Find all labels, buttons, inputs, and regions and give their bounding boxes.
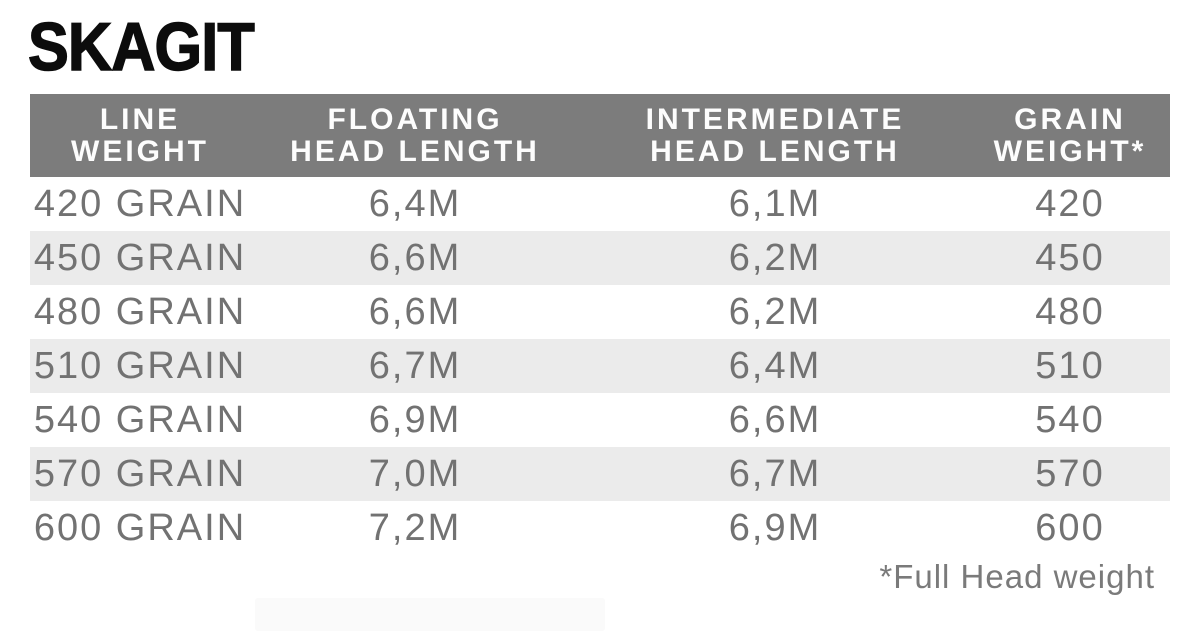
column-header-floating-head-length: FLOATING HEAD LENGTH bbox=[250, 102, 580, 168]
cell-intermediate-head-length: 6,7M bbox=[728, 453, 822, 495]
column-header-text: HEAD LENGTH bbox=[290, 134, 540, 168]
cell-grain-weight: 540 bbox=[1035, 399, 1105, 441]
column-header-text: INTERMEDIATE bbox=[645, 102, 905, 136]
page-title: SKAGIT bbox=[27, 9, 255, 85]
column-header-text: GRAIN bbox=[1014, 102, 1126, 136]
column-header-line-weight: LINE WEIGHT bbox=[30, 102, 250, 168]
cell-floating-head-length: 7,0M bbox=[368, 453, 462, 495]
cell-line-weight: 510 GRAIN bbox=[33, 345, 247, 387]
cell-line-weight: 570 GRAIN bbox=[33, 453, 247, 495]
table-row: 420 GRAIN 6,4M 6,1M 420 bbox=[30, 177, 1170, 231]
column-header-text: WEIGHT* bbox=[993, 134, 1147, 168]
table-row: 480 GRAIN 6,6M 6,2M 480 bbox=[30, 285, 1170, 339]
cell-grain-weight: 510 bbox=[1035, 345, 1105, 387]
cell-floating-head-length: 6,4M bbox=[368, 183, 462, 225]
cell-floating-head-length: 6,6M bbox=[368, 237, 462, 279]
column-header-text: FLOATING bbox=[327, 102, 503, 136]
cell-line-weight: 540 GRAIN bbox=[33, 399, 247, 441]
cell-grain-weight: 480 bbox=[1035, 291, 1105, 333]
column-header-grain-weight: GRAIN WEIGHT* bbox=[970, 102, 1170, 168]
column-header-text: WEIGHT bbox=[71, 134, 209, 168]
table-row: 540 GRAIN 6,9M 6,6M 540 bbox=[30, 393, 1170, 447]
cell-intermediate-head-length: 6,2M bbox=[728, 237, 822, 279]
cell-intermediate-head-length: 6,4M bbox=[728, 345, 822, 387]
cell-intermediate-head-length: 6,2M bbox=[728, 291, 822, 333]
cell-floating-head-length: 6,6M bbox=[368, 291, 462, 333]
cell-intermediate-head-length: 6,1M bbox=[728, 183, 822, 225]
cell-grain-weight: 600 bbox=[1035, 507, 1105, 549]
column-header-text: LINE bbox=[99, 102, 181, 136]
table-row: 510 GRAIN 6,7M 6,4M 510 bbox=[30, 339, 1170, 393]
cell-line-weight: 600 GRAIN bbox=[33, 507, 247, 549]
cell-floating-head-length: 6,7M bbox=[368, 345, 462, 387]
cell-grain-weight: 450 bbox=[1035, 237, 1105, 279]
cell-line-weight: 480 GRAIN bbox=[33, 291, 247, 333]
cell-intermediate-head-length: 6,6M bbox=[728, 399, 822, 441]
cell-floating-head-length: 6,9M bbox=[368, 399, 462, 441]
cell-grain-weight: 420 bbox=[1035, 183, 1105, 225]
watermark-ghost bbox=[255, 598, 605, 631]
cell-line-weight: 450 GRAIN bbox=[33, 237, 247, 279]
table-row: 600 GRAIN 7,2M 6,9M 600 bbox=[30, 501, 1170, 555]
spec-table: LINE WEIGHT FLOATING HEAD LENGTH INTERME… bbox=[30, 94, 1170, 555]
footnote-full-head-weight: *Full Head weight bbox=[879, 558, 1155, 595]
cell-floating-head-length: 7,2M bbox=[368, 507, 462, 549]
table-row: 450 GRAIN 6,6M 6,2M 450 bbox=[30, 231, 1170, 285]
column-header-intermediate-head-length: INTERMEDIATE HEAD LENGTH bbox=[580, 102, 970, 168]
cell-intermediate-head-length: 6,9M bbox=[728, 507, 822, 549]
cell-line-weight: 420 GRAIN bbox=[33, 183, 247, 225]
table-header-row: LINE WEIGHT FLOATING HEAD LENGTH INTERME… bbox=[30, 94, 1170, 177]
column-header-text: HEAD LENGTH bbox=[650, 134, 900, 168]
cell-grain-weight: 570 bbox=[1035, 453, 1105, 495]
table-row: 570 GRAIN 7,0M 6,7M 570 bbox=[30, 447, 1170, 501]
